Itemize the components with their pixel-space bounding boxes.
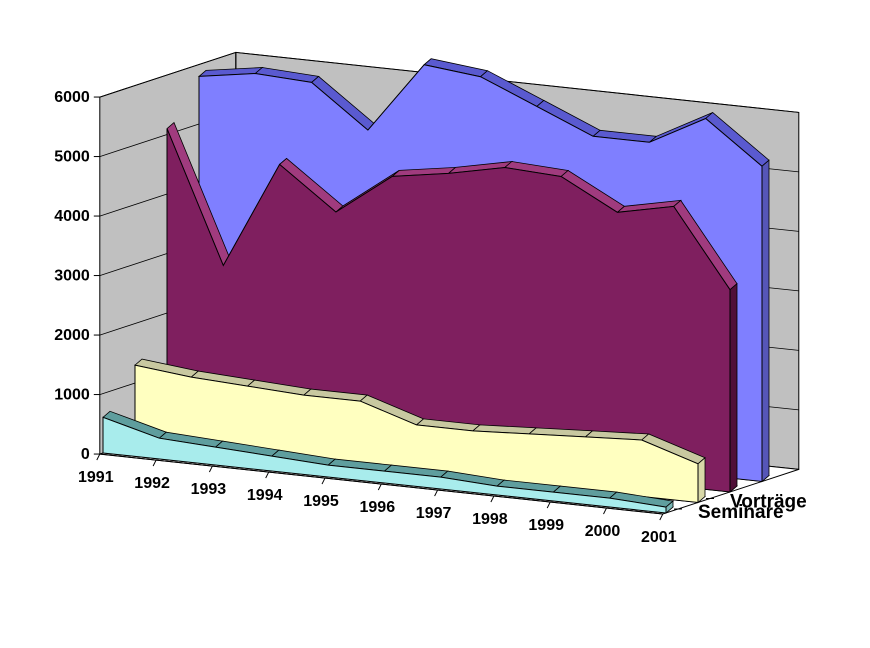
area-end-cap [729,282,738,493]
x-tick-mark [265,471,270,479]
area-end-cap [697,456,706,504]
x-tick-label: 2001 [641,529,677,546]
x-tick-mark [208,465,213,473]
x-tick-label: 1997 [416,505,452,522]
y-tick-label: 4000 [54,208,90,225]
x-tick-mark [546,501,551,509]
x-tick-mark [96,453,101,461]
x-tick-label: 1993 [191,481,227,498]
x-tick-label: 1992 [134,475,170,492]
x-tick-label: 1994 [247,487,283,504]
area-end-cap [761,159,770,483]
y-tick-label: 1000 [54,387,90,404]
area-face [102,416,667,514]
x-tick-label: 1998 [472,511,508,528]
y-tick-label: 3000 [54,268,90,285]
x-tick-label: 1995 [303,493,339,510]
x-tick-mark [603,507,607,515]
x-tick-label: 1996 [360,499,396,516]
x-tick-mark [321,477,326,485]
depth-axis-label: Seminare [698,502,784,523]
x-tick-mark [377,483,382,491]
x-tick-mark [434,489,439,497]
y-tick-label: 2000 [54,327,90,344]
area-series [102,58,770,514]
area-series-4 [102,410,674,514]
area-face [134,364,699,504]
x-axis-tick-labels: 1991 1992 1993 1994 1995 1996 1997 1998 1999 2000… [78,453,677,546]
y-tick-label: 6000 [54,89,90,106]
x-tick-label: 1999 [528,517,564,534]
x-tick-mark [490,495,495,503]
gridline [99,51,799,113]
y-tick-label: 5000 [54,149,90,166]
x-tick-mark [659,513,664,521]
x-tick-label: 2000 [585,523,621,540]
x-tick-label: 1991 [78,469,114,486]
y-tick-label: 0 [81,446,90,463]
y-axis-tick-labels: 0 1000 2000 3000 4000 5000 6000 [54,89,100,463]
x-tick-mark [152,459,157,467]
depth-axis-label: Vorträge [730,492,807,513]
